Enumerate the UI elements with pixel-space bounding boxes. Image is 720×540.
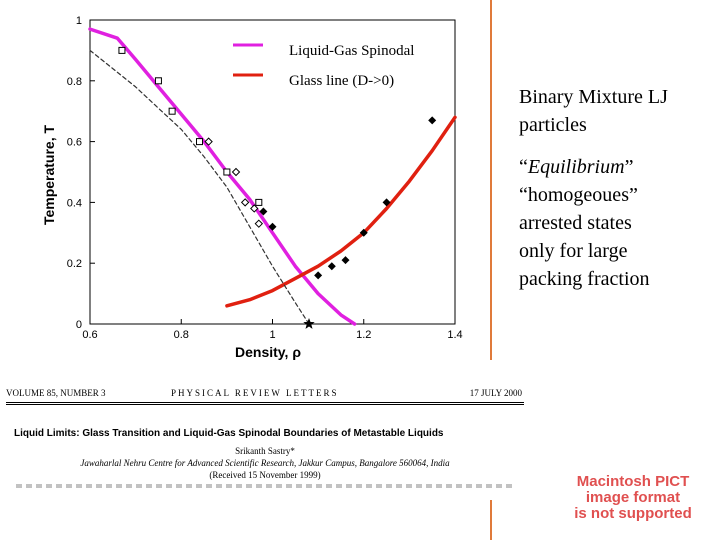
y-tick-label: 0.6 (67, 137, 82, 149)
data-point-diamond-filled (382, 198, 391, 207)
paper-affiliation: Jawaharlal Nehru Centre for Advanced Sci… (80, 458, 450, 468)
paper-rule-top-2 (6, 404, 524, 405)
y-tick-label: 0 (76, 319, 82, 331)
side-equilibrium: Equilibrium (527, 156, 625, 178)
data-point-square (154, 77, 162, 85)
data-point-diamond-open (204, 137, 213, 146)
chart-legend: Liquid-Gas Spinodal Glass line (D->0) (233, 43, 414, 89)
paper-abstract-faded (16, 484, 516, 488)
series-line-1 (225, 115, 457, 308)
side-line-1: Binary Mixture LJ (519, 86, 668, 108)
paper-date: 17 JULY 2000 (469, 388, 522, 398)
data-point-diamond-filled (314, 271, 323, 280)
y-tick-label: 0.8 (67, 76, 82, 88)
side-line-5: arrested states (519, 212, 632, 234)
data-point-diamond-open (240, 198, 250, 207)
data-point-square (118, 46, 126, 54)
data-point-diamond-filled (359, 228, 368, 237)
data-point-diamond-filled (428, 116, 437, 125)
pict-placeholder: Macintosh PICT image format is not suppo… (548, 474, 718, 522)
legend-label-glass: Glass line (D->0) (289, 73, 394, 89)
data-point-diamond-open (254, 219, 264, 228)
side-quote-open: “ (519, 156, 528, 178)
data-point-square (255, 198, 263, 206)
chart-curves (88, 27, 457, 326)
data-point-diamond-filled (341, 256, 350, 265)
plot-frame (89, 19, 456, 325)
phase-diagram-chart: 0.6 0.8 1 1.2 1.4 0 0.2 0.4 0.6 0.8 1 Liquid-Gas S… (41, 15, 463, 360)
data-point-square (223, 168, 231, 176)
y-tick-label: 1 (76, 15, 82, 27)
vertical-divider (490, 0, 492, 360)
pict-line-3: is not supported (574, 505, 692, 522)
pict-line-2: image format (585, 489, 681, 506)
pict-line-1: Macintosh PICT (576, 473, 690, 490)
data-point-square (196, 138, 203, 146)
y-tick-label: 0.4 (67, 197, 82, 209)
side-line-7: packing fraction (519, 268, 650, 290)
side-quote-close: ” (624, 156, 634, 178)
x-axis-label: Density, ρ (235, 344, 301, 360)
side-line-6: only for large (519, 240, 628, 262)
x-tick-label: 1 (269, 329, 275, 341)
x-tick-label: 0.8 (174, 329, 189, 341)
x-tick-label: 1.4 (447, 329, 462, 341)
chart-axes: 0.6 0.8 1 1.2 1.4 0 0.2 0.4 0.6 0.8 1 (67, 15, 463, 341)
paper-rule-top (6, 402, 524, 403)
data-point-diamond-filled (268, 222, 277, 231)
legend-label-spinodal: Liquid-Gas Spinodal (289, 43, 414, 59)
paper-received: (Received 15 November 1999) (209, 470, 321, 480)
chart-markers (118, 46, 437, 329)
data-point-diamond-open (231, 167, 241, 177)
side-line-3: “Equilibrium” (519, 153, 719, 181)
paper-author: Srikanth Sastry* (235, 446, 295, 456)
data-point-diamond-filled (259, 207, 268, 216)
side-line-2: particles (519, 114, 587, 136)
vertical-divider-lower (490, 500, 492, 540)
star-marker (303, 318, 315, 329)
data-point-diamond-open (250, 204, 259, 213)
data-point-square (168, 107, 176, 115)
series-line-2 (89, 49, 310, 325)
paper-journal: PHYSICAL REVIEW LETTERS (171, 388, 339, 398)
data-point-diamond-filled (327, 262, 336, 271)
y-axis-label: Temperature, T (41, 125, 57, 226)
x-tick-label: 0.6 (82, 329, 97, 341)
paper-title: Liquid Limits: Glass Transition and Liqu… (14, 428, 444, 439)
side-line-4: “homogeoues” (519, 184, 638, 206)
x-tick-label: 1.2 (356, 329, 371, 341)
y-tick-label: 0.2 (67, 258, 82, 270)
paper-volume: VOLUME 85, NUMBER 3 (6, 388, 106, 398)
side-description: Binary Mixture LJ particles “Equilibrium… (519, 83, 719, 293)
paper-excerpt: VOLUME 85, NUMBER 3 PHYSICAL REVIEW LETT… (6, 384, 526, 496)
